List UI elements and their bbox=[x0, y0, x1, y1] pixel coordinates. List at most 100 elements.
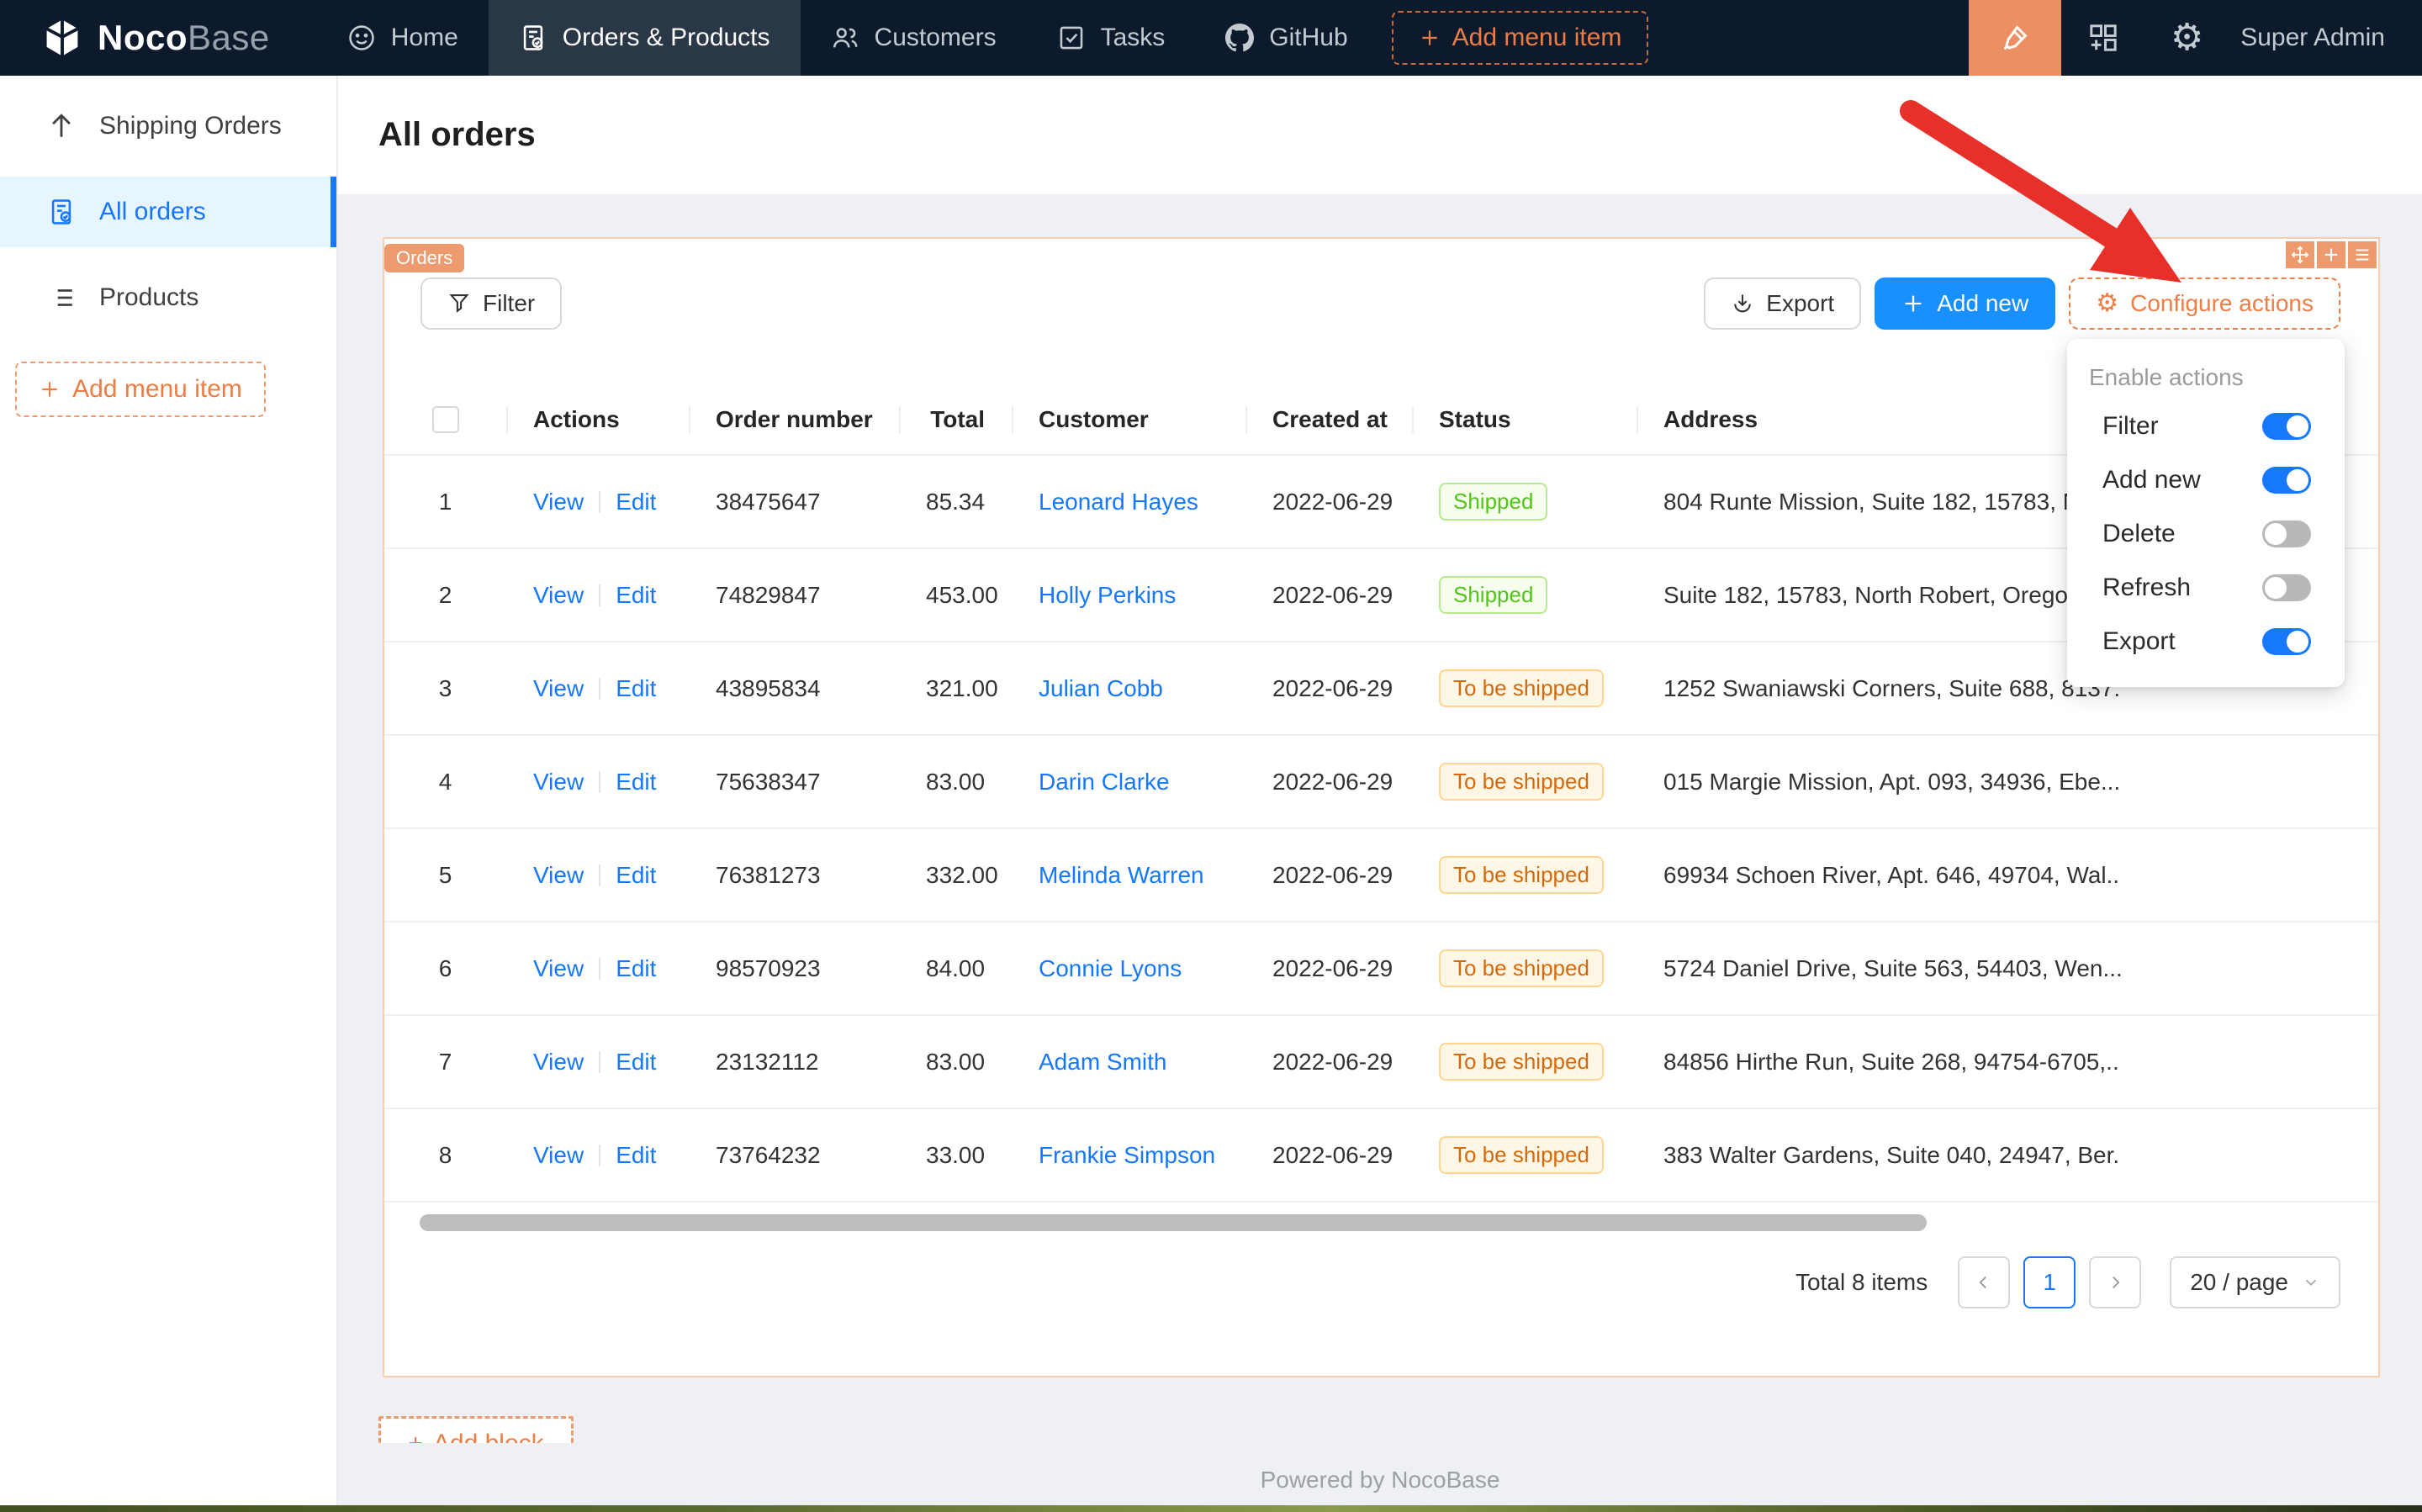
created-at-cell: 2022-06-29 bbox=[1272, 954, 1393, 981]
created-at-cell: 2022-06-29 bbox=[1272, 674, 1393, 701]
row-index: 4 bbox=[438, 768, 452, 795]
user-menu[interactable]: Super Admin bbox=[2240, 24, 2385, 51]
address-cell: Suite 182, 15783, North Robert, Oregon..… bbox=[1663, 581, 2101, 608]
customer-link[interactable]: Leonard Hayes bbox=[1039, 488, 1198, 515]
status-cell: To be shipped bbox=[1412, 1136, 1637, 1174]
horizontal-scrollbar[interactable] bbox=[420, 1214, 1927, 1231]
add-block-button[interactable]: + Add block bbox=[378, 1416, 574, 1443]
table-row: 8 View Edit 73764232 33.00 Frankie Simpson 202… bbox=[384, 1109, 2378, 1203]
sidebar-add-menu-item-button[interactable]: Add menu item bbox=[15, 362, 266, 417]
select-all-checkbox[interactable] bbox=[431, 406, 459, 434]
sidebar-item-shipping-orders[interactable]: Shipping Orders bbox=[0, 91, 336, 161]
toggle-switch[interactable] bbox=[2262, 628, 2311, 655]
page-size-select[interactable]: 20 / page bbox=[2170, 1256, 2340, 1308]
enable-action-item-add-new[interactable]: Add new bbox=[2067, 453, 2345, 507]
next-page-button[interactable] bbox=[2089, 1256, 2142, 1308]
sidebar-item-products[interactable]: Products bbox=[0, 262, 336, 333]
toggle-switch[interactable] bbox=[2262, 521, 2311, 547]
settings-gear-icon[interactable]: ⚙ bbox=[2170, 16, 2204, 59]
customer-link[interactable]: Darin Clarke bbox=[1039, 768, 1170, 795]
view-link[interactable]: View bbox=[533, 1048, 584, 1075]
edit-link[interactable]: Edit bbox=[616, 1048, 657, 1075]
view-link[interactable]: View bbox=[533, 581, 584, 608]
enable-action-item-refresh[interactable]: Refresh bbox=[2067, 561, 2345, 615]
nocobase-logo[interactable]: NocoBase bbox=[0, 0, 317, 76]
customer-cell: Melinda Warren bbox=[1012, 862, 1245, 889]
view-link[interactable]: View bbox=[533, 674, 584, 701]
drag-handle-icon[interactable] bbox=[2286, 241, 2314, 268]
edit-link[interactable]: Edit bbox=[616, 674, 657, 701]
smile-icon bbox=[349, 25, 374, 50]
address-cell: 015 Margie Mission, Apt. 093, 34936, Ebe… bbox=[1663, 768, 2121, 795]
link-divider bbox=[599, 490, 601, 513]
customer-link[interactable]: Melinda Warren bbox=[1039, 861, 1204, 888]
enable-action-item-export[interactable]: Export bbox=[2067, 615, 2345, 669]
toggle-switch[interactable] bbox=[2262, 413, 2311, 440]
block-templates-icon[interactable] bbox=[2086, 21, 2120, 55]
ui-editor-button[interactable] bbox=[1968, 0, 2061, 76]
list-icon bbox=[51, 288, 72, 307]
funnel-icon bbox=[449, 294, 469, 313]
plus-icon bbox=[1905, 295, 1922, 312]
customer-link[interactable]: Connie Lyons bbox=[1039, 954, 1182, 981]
customer-link[interactable]: Adam Smith bbox=[1039, 1048, 1167, 1075]
toggle-switch[interactable] bbox=[2262, 574, 2311, 601]
customer-cell: Darin Clarke bbox=[1012, 769, 1245, 796]
status-badge: To be shipped bbox=[1439, 856, 1604, 894]
add-block-icon[interactable] bbox=[2317, 241, 2345, 268]
filter-button[interactable]: Filter bbox=[420, 278, 563, 330]
nav-add-menu-item-button[interactable]: Add menu item bbox=[1391, 11, 1649, 65]
page-number-1[interactable]: 1 bbox=[2023, 1256, 2076, 1308]
nav-item-home[interactable]: Home bbox=[317, 0, 489, 76]
logo-text: NocoBase bbox=[98, 18, 270, 57]
sidebar-item-all-orders[interactable]: All orders bbox=[0, 177, 336, 247]
table-header-row: Actions Order number Total Customer Created … bbox=[384, 384, 2378, 456]
view-link[interactable]: View bbox=[533, 861, 584, 888]
link-divider bbox=[599, 770, 601, 793]
nav-item-orders-products[interactable]: Orders & Products bbox=[488, 0, 801, 76]
edit-link[interactable]: Edit bbox=[616, 954, 657, 981]
table-body: 1 View Edit 38475647 85.34 Leonard Hayes 2022-… bbox=[384, 456, 2378, 1203]
edit-link[interactable]: Edit bbox=[616, 1141, 657, 1168]
row-index: 6 bbox=[438, 954, 452, 981]
status-badge: To be shipped bbox=[1439, 1043, 1604, 1081]
add-new-button[interactable]: Add new bbox=[1875, 278, 2056, 330]
sidebar-item-label: Products bbox=[99, 283, 199, 311]
enable-action-item-filter[interactable]: Filter bbox=[2067, 399, 2345, 453]
configure-actions-button[interactable]: ⚙ Configure actions bbox=[2069, 278, 2340, 330]
chevron-down-icon bbox=[2305, 1279, 2317, 1287]
prev-page-button[interactable] bbox=[1958, 1256, 2011, 1308]
plus-icon: + bbox=[408, 1430, 423, 1443]
download-icon bbox=[1734, 294, 1752, 313]
pagination: Total 8 items 1 20 / page bbox=[1795, 1256, 2340, 1308]
customer-link[interactable]: Frankie Simpson bbox=[1039, 1141, 1216, 1168]
toggle-switch[interactable] bbox=[2262, 467, 2311, 494]
edit-link[interactable]: Edit bbox=[616, 768, 657, 795]
view-link[interactable]: View bbox=[533, 488, 584, 515]
total-cell: 83.00 bbox=[926, 768, 986, 795]
nav-item-tasks[interactable]: Tasks bbox=[1027, 0, 1196, 76]
column-header: Order number bbox=[689, 406, 899, 433]
table-row: 3 View Edit 43895834 321.00 Julian Cobb 2022-0… bbox=[384, 642, 2378, 736]
export-button[interactable]: Export bbox=[1704, 278, 1862, 330]
total-cell: 33.00 bbox=[926, 1141, 986, 1168]
link-divider bbox=[599, 864, 601, 886]
customer-link[interactable]: Julian Cobb bbox=[1039, 674, 1163, 701]
table-row: 1 View Edit 38475647 85.34 Leonard Hayes 2022-… bbox=[384, 456, 2378, 549]
nav-item-customers[interactable]: Customers bbox=[801, 0, 1027, 76]
team-icon bbox=[833, 28, 857, 48]
table-row: 2 View Edit 74829847 453.00 Holly Perkins 2022… bbox=[384, 549, 2378, 642]
view-link[interactable]: View bbox=[533, 954, 584, 981]
enable-action-item-delete[interactable]: Delete bbox=[2067, 507, 2345, 561]
block-menu-icon[interactable] bbox=[2348, 241, 2377, 268]
address-cell: 69934 Schoen River, Apt. 646, 49704, Wal… bbox=[1663, 861, 2121, 888]
view-link[interactable]: View bbox=[533, 1141, 584, 1168]
view-link[interactable]: View bbox=[533, 768, 584, 795]
edit-link[interactable]: Edit bbox=[616, 861, 657, 888]
chevron-left-icon bbox=[1979, 1276, 1987, 1289]
edit-link[interactable]: Edit bbox=[616, 488, 657, 515]
powered-by-footer: Powered by NocoBase bbox=[1260, 1467, 1500, 1493]
customer-link[interactable]: Holly Perkins bbox=[1039, 581, 1177, 608]
nav-item-github[interactable]: GitHub bbox=[1195, 0, 1378, 76]
edit-link[interactable]: Edit bbox=[616, 581, 657, 608]
